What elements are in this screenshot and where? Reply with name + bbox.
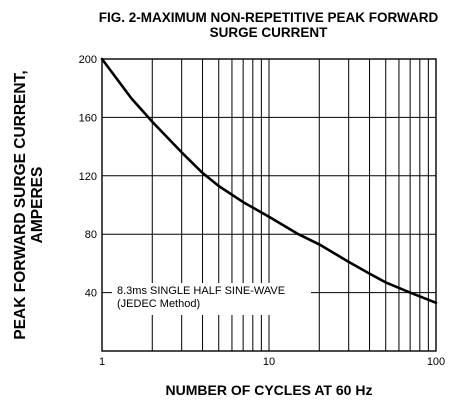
annotation-background [112,283,311,315]
x-tick-label: 100 [427,356,445,368]
annotation-line1: 8.3ms SINGLE HALF SINE-WAVE [117,285,286,297]
y-tick-label: 40 [85,288,97,300]
chart-title: FIG. 2-MAXIMUM NON-REPETITIVE PEAK FORWA… [98,10,439,25]
annotation-line2: (JEDEC Method) [117,298,201,310]
x-axis-label: NUMBER OF CYCLES AT 60 Hz [165,382,373,398]
annotation: 8.3ms SINGLE HALF SINE-WAVE (JEDEC Metho… [117,285,285,311]
y-tick-labels: 40 80 120 160 200 [79,54,97,300]
y-tick-label: 80 [85,229,97,241]
x-tick-labels: 1 10 100 [99,356,445,368]
chart-subtitle: SURGE CURRENT [209,25,328,40]
y-tick-label: 120 [79,171,97,183]
x-tick-label: 1 [99,356,105,368]
x-tick-label: 10 [263,356,275,368]
y-tick-label: 200 [79,54,97,66]
y-tick-label: 160 [79,112,97,124]
plot-frame [101,58,437,352]
surge-current-curve [100,57,438,305]
